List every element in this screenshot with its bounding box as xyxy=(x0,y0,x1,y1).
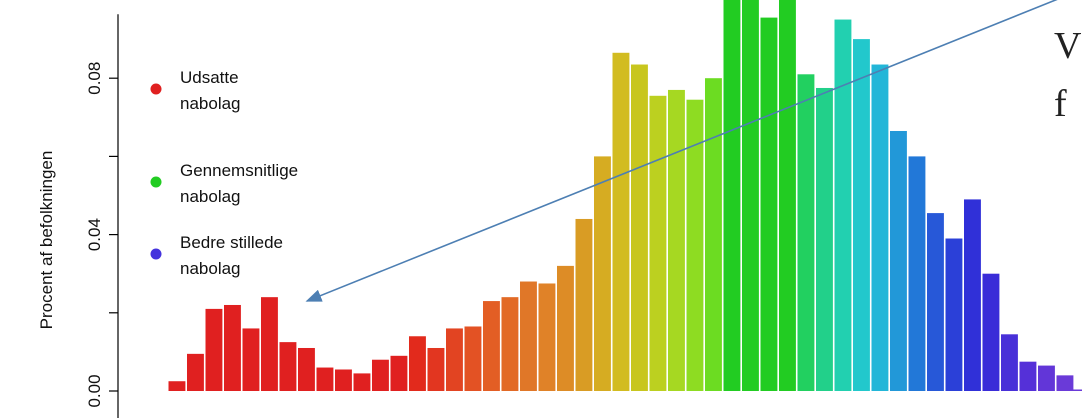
histogram-bar xyxy=(279,342,297,391)
histogram-bar xyxy=(316,367,334,391)
histogram-bar xyxy=(982,273,1000,391)
histogram-bar xyxy=(224,304,241,391)
overlay-letter: f xyxy=(1054,83,1067,125)
legend-label: Udsatte xyxy=(180,68,239,87)
histogram-bar xyxy=(890,130,907,392)
histogram-bar xyxy=(631,64,648,391)
histogram-bar xyxy=(390,355,408,391)
overlay-text: Vf xyxy=(1054,25,1082,125)
histogram-bar xyxy=(1019,361,1037,391)
bars xyxy=(168,0,1082,392)
histogram-bar xyxy=(816,87,833,391)
legend-swatch xyxy=(150,176,162,188)
histogram-bar xyxy=(705,78,722,391)
legend: Udsatte nabolag Gennemsnitlige nabolag Bedre… xyxy=(150,68,298,278)
overlay-letter: V xyxy=(1054,25,1082,67)
histogram-bar xyxy=(742,0,759,391)
histogram-bar xyxy=(575,218,593,391)
histogram-bar xyxy=(649,95,667,392)
histogram-bar xyxy=(409,336,426,391)
histogram-bar xyxy=(594,156,611,391)
histogram-bar xyxy=(557,265,574,391)
histogram-bar xyxy=(205,308,223,391)
annotation-arrow xyxy=(305,0,1058,302)
histogram-bar xyxy=(335,369,352,391)
histogram-bar xyxy=(964,199,981,391)
histogram-bar xyxy=(853,39,870,391)
histogram-bar xyxy=(372,359,389,391)
legend-swatch xyxy=(150,248,162,260)
histogram-bar xyxy=(483,301,500,391)
histogram-bar xyxy=(261,297,278,391)
y-tick-label: 0.08 xyxy=(85,62,104,95)
histogram-bar xyxy=(797,74,815,391)
histogram-bar xyxy=(242,328,260,391)
histogram-bar xyxy=(1064,389,1082,391)
histogram-bar xyxy=(723,0,741,391)
histogram-bar xyxy=(1001,334,1018,391)
y-tick-label: 0.04 xyxy=(85,218,104,251)
histogram-bar xyxy=(353,373,371,391)
histogram-bar xyxy=(446,328,463,391)
histogram-bar xyxy=(464,326,482,391)
histogram-bar xyxy=(1038,365,1055,391)
annotation-arrow-line xyxy=(305,0,1058,302)
y-tick-label: 0.00 xyxy=(85,374,104,407)
histogram-bar xyxy=(298,347,315,391)
legend-swatch xyxy=(150,83,162,95)
y-axis-title: Procent af befolkningen xyxy=(37,151,56,330)
legend-label: nabolag xyxy=(180,187,241,206)
histogram-bar xyxy=(1056,375,1074,391)
histogram-bar xyxy=(668,89,685,392)
histogram-bar xyxy=(168,381,186,391)
histogram-bar xyxy=(612,52,630,391)
legend-label: Gennemsnitlige xyxy=(180,161,298,180)
histogram-bar xyxy=(501,297,519,391)
histogram-bar xyxy=(927,213,944,391)
legend-label: nabolag xyxy=(180,259,241,278)
histogram-bar xyxy=(427,347,445,391)
y-axis: 0.00 0.04 0.08 Procent af befolkningen xyxy=(37,14,119,418)
histogram-bar xyxy=(538,283,556,391)
legend-label: Bedre stillede xyxy=(180,233,283,252)
histogram-bar xyxy=(187,353,204,391)
histogram-bar xyxy=(908,156,926,391)
histogram-bar xyxy=(834,19,852,392)
legend-label: nabolag xyxy=(180,94,241,113)
histogram-bar xyxy=(871,64,889,391)
histogram-bar xyxy=(520,281,537,391)
histogram-bar xyxy=(686,99,704,391)
histogram-bar xyxy=(945,238,963,391)
histogram-bar xyxy=(760,17,778,391)
histogram-bar xyxy=(779,0,796,391)
